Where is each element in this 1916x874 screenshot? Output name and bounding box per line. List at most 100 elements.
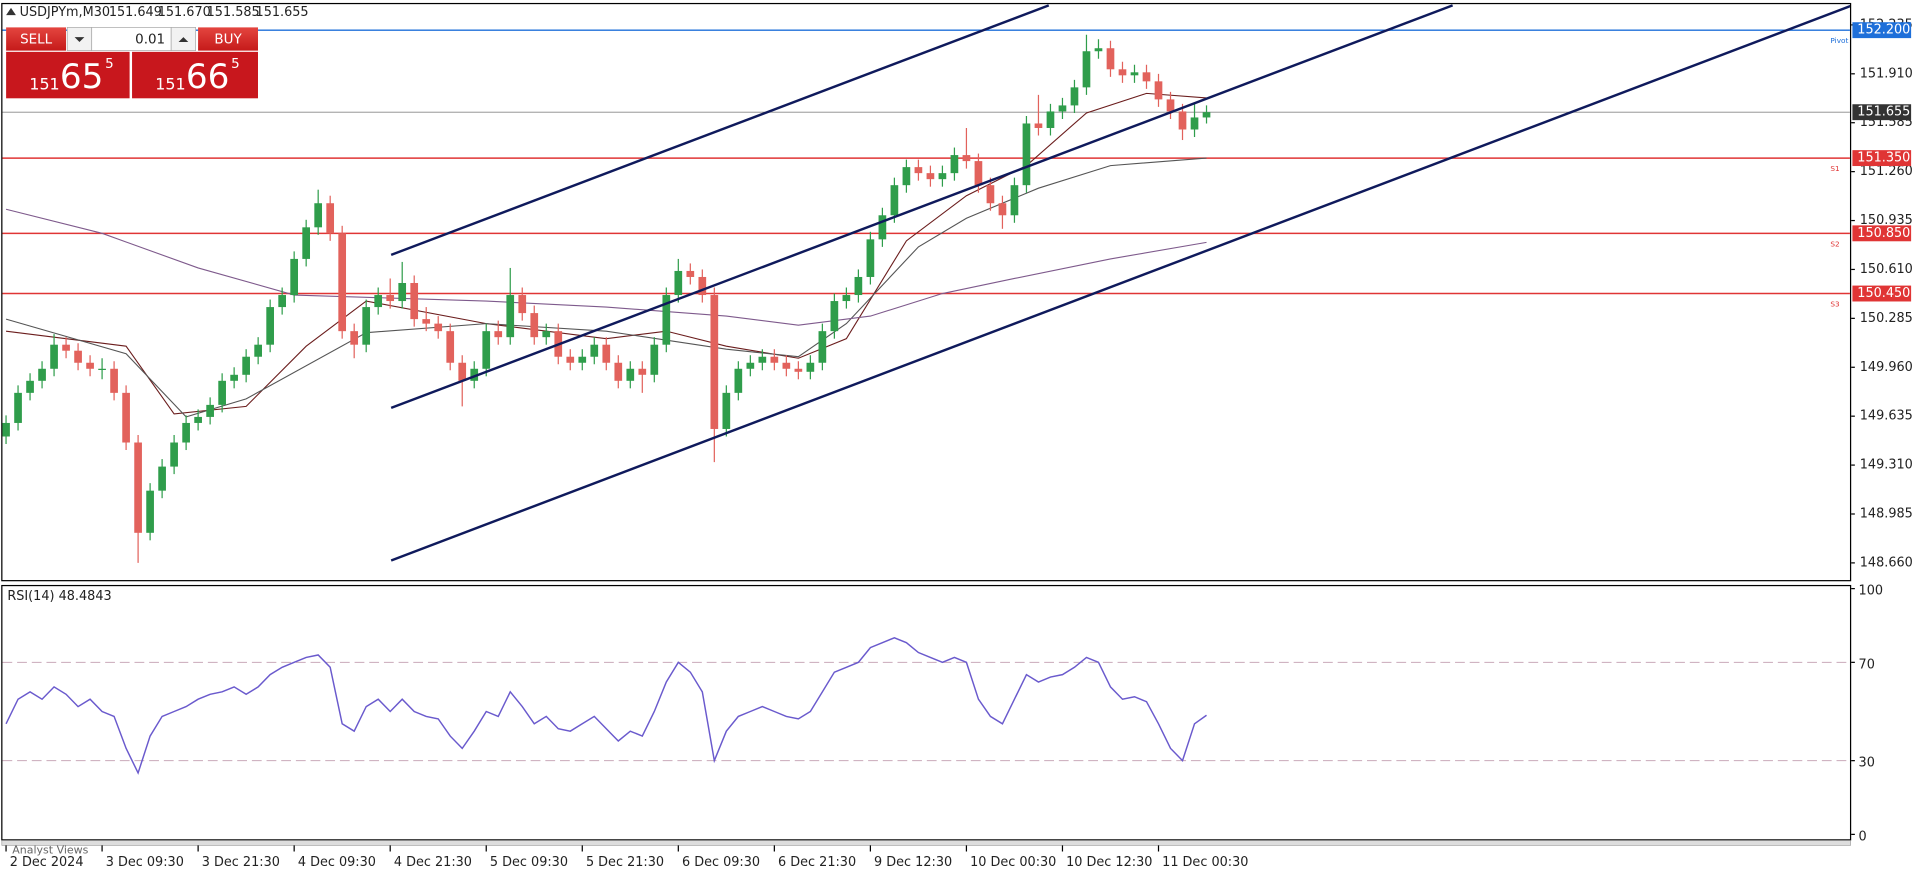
candle-body: [422, 319, 431, 324]
bid-box[interactable]: [6, 51, 130, 99]
candle-body: [482, 331, 491, 369]
x-tick-label: 2 Dec 2024: [10, 855, 84, 870]
candle-body: [86, 362, 94, 369]
candle-body: [782, 362, 791, 369]
lot-value: 0.01: [135, 33, 165, 48]
ask-box[interactable]: [132, 51, 258, 99]
candle-body: [518, 295, 527, 314]
candle-body: [122, 392, 130, 443]
candle-body: [206, 404, 214, 417]
x-tick-label: 10 Dec 00:30: [970, 855, 1056, 870]
ask-big-figure: 151: [155, 74, 185, 93]
y-tick-label: 151.910: [1860, 66, 1913, 81]
candle-body: [62, 344, 70, 351]
candle-body: [194, 416, 202, 423]
buy-button[interactable]: [198, 27, 258, 51]
collapse-icon[interactable]: [6, 7, 16, 16]
x-tick-label: 5 Dec 21:30: [586, 855, 664, 870]
candle-body: [1202, 112, 1211, 118]
y-tick-label: 149.635: [1860, 409, 1913, 424]
candle-body: [230, 374, 238, 381]
candle-body: [350, 331, 359, 345]
candle-body: [254, 344, 262, 357]
candle-body: [722, 392, 731, 429]
candle-body: [242, 356, 250, 375]
bid-pips: 65: [60, 57, 104, 97]
candle-body: [986, 185, 995, 204]
candle-body: [146, 490, 154, 533]
rsi-line: [5, 636, 1207, 775]
candle-body: [1058, 105, 1067, 112]
candle-body: [38, 368, 46, 381]
sell-label: SELL: [20, 33, 53, 48]
candle-body: [698, 276, 707, 296]
price-tag-label: 150.450: [1857, 286, 1910, 301]
candle-body: [2, 422, 10, 437]
ask-pips: 66: [186, 57, 230, 97]
candle-body: [134, 442, 142, 533]
candle-body: [1034, 123, 1043, 128]
candle-body: [710, 295, 719, 429]
candle-body: [470, 368, 479, 381]
candle-body: [266, 307, 274, 345]
quote-low: 151.585: [207, 5, 260, 20]
analyst-views-tab[interactable]: Analyst Views: [12, 843, 88, 856]
candle-body: [602, 344, 611, 363]
candle-body: [542, 331, 551, 338]
candle-body: [650, 344, 659, 375]
candle-body: [998, 203, 1007, 216]
candle-body: [410, 282, 419, 320]
candle-body: [1154, 81, 1163, 100]
candle-body: [902, 167, 911, 186]
x-tick-label: 4 Dec 09:30: [298, 855, 376, 870]
rsi-tick-label: 30: [1859, 756, 1875, 771]
candle-body: [866, 239, 875, 277]
bid-big-figure: 151: [29, 74, 59, 93]
candle-body: [26, 380, 34, 393]
candle-body: [506, 295, 515, 338]
candle-body: [374, 295, 383, 308]
candle-body: [842, 295, 851, 302]
sell-button[interactable]: [6, 27, 67, 51]
x-tick-label: 4 Dec 21:30: [394, 855, 472, 870]
candle-body: [566, 356, 575, 363]
level-name: Pivot: [1830, 36, 1848, 45]
y-tick-label: 150.610: [1860, 262, 1913, 277]
candle-body: [1166, 99, 1175, 112]
main-plot: Pivot S1 S2 S3: [2, 4, 1850, 563]
candle-body: [962, 155, 971, 162]
candle-body: [878, 215, 887, 240]
up-arrow: [178, 37, 189, 43]
axes: 03070100152.235151.910151.585151.260150.…: [5, 17, 1913, 870]
y-tick-label: 148.660: [1860, 555, 1913, 570]
candle-body: [290, 258, 299, 296]
price-tag: [1852, 22, 1912, 39]
candle-body: [158, 466, 166, 491]
candle-body: [446, 331, 455, 363]
candle-body: [1106, 48, 1115, 70]
candle-body: [758, 356, 767, 363]
candle-body: [386, 295, 395, 302]
price-tag: [1852, 225, 1912, 242]
candle-body: [398, 282, 407, 302]
y-tick-label: 148.985: [1860, 506, 1913, 521]
candle-body: [734, 368, 743, 393]
candle-body: [50, 344, 58, 369]
price-tag: [1852, 150, 1912, 167]
candle-body: [926, 173, 935, 180]
x-tick-label: 9 Dec 12:30: [874, 855, 952, 870]
tab-bar: [1, 840, 1851, 846]
trade-panel: SELL 0.01 BUY 151 65 5 151 66 5: [6, 27, 258, 99]
main-frame: [1, 2, 1852, 582]
candle-body: [314, 203, 323, 228]
candle-body: [362, 307, 371, 345]
candle-body: [1070, 87, 1079, 106]
candle-body: [530, 313, 539, 338]
bid-fraction: 5: [105, 57, 114, 72]
symbol: USDJPYm,M30: [20, 5, 110, 20]
rsi-tick-label: 0: [1859, 829, 1867, 844]
candle-body: [14, 392, 22, 423]
candle-body: [218, 380, 226, 405]
candle-body: [1142, 72, 1151, 82]
